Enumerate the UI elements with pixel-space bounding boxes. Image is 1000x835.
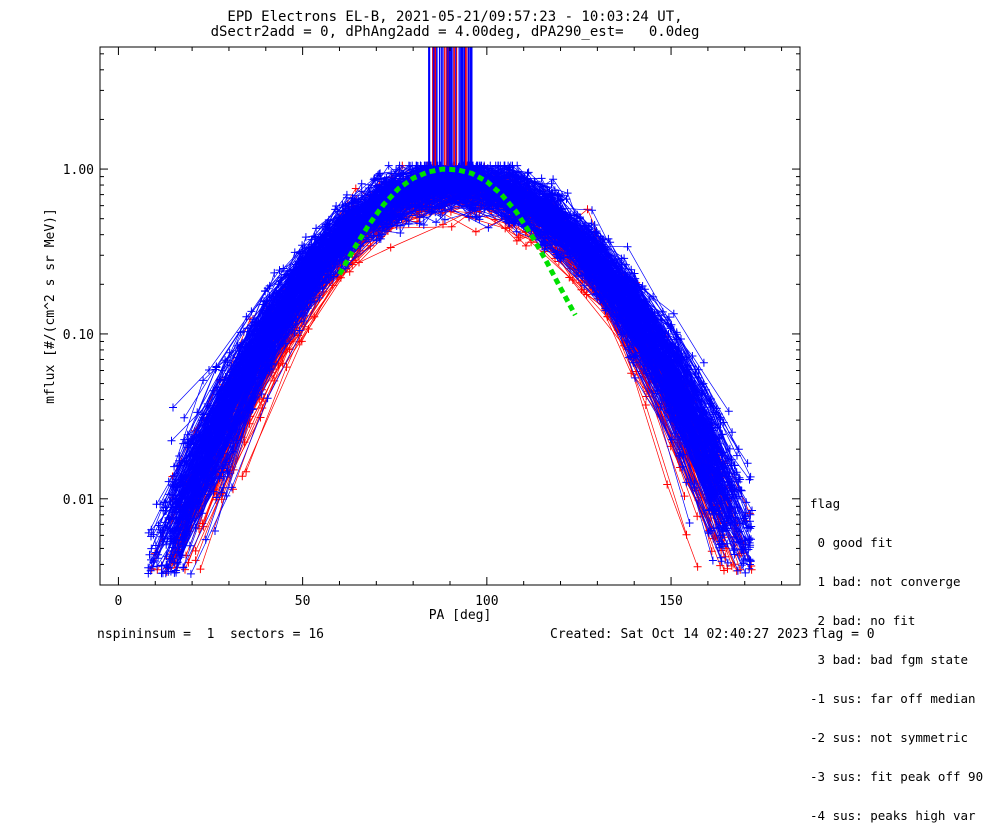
data-point-marker xyxy=(725,407,733,415)
data-point-marker xyxy=(709,557,717,565)
data-point-marker xyxy=(172,569,180,577)
data-point-marker xyxy=(584,205,592,213)
data-point-marker xyxy=(694,563,702,571)
data-point-marker xyxy=(642,401,650,409)
data-layer xyxy=(144,47,756,578)
data-point-marker xyxy=(744,459,752,467)
data-point-marker xyxy=(624,243,632,251)
data-point-marker xyxy=(564,189,572,197)
data-point-marker xyxy=(187,570,195,578)
data-point-marker xyxy=(229,485,237,493)
data-point-marker xyxy=(745,534,753,542)
data-point-marker xyxy=(396,229,404,237)
data-point-marker xyxy=(720,567,728,575)
data-point-marker xyxy=(180,414,188,422)
data-point-marker xyxy=(387,244,395,252)
series-line xyxy=(242,174,697,567)
data-point-marker xyxy=(448,223,456,231)
data-point-marker xyxy=(238,472,246,480)
data-point-marker xyxy=(312,224,320,232)
data-point-marker xyxy=(549,175,557,183)
data-point-marker xyxy=(686,519,694,527)
data-point-marker xyxy=(670,310,678,318)
data-point-marker xyxy=(733,452,741,460)
data-point-marker xyxy=(179,564,187,572)
data-point-marker xyxy=(472,228,480,236)
data-point-marker xyxy=(683,531,691,539)
data-point-marker xyxy=(728,428,736,436)
data-point-marker xyxy=(700,359,708,367)
data-point-marker xyxy=(196,565,204,573)
